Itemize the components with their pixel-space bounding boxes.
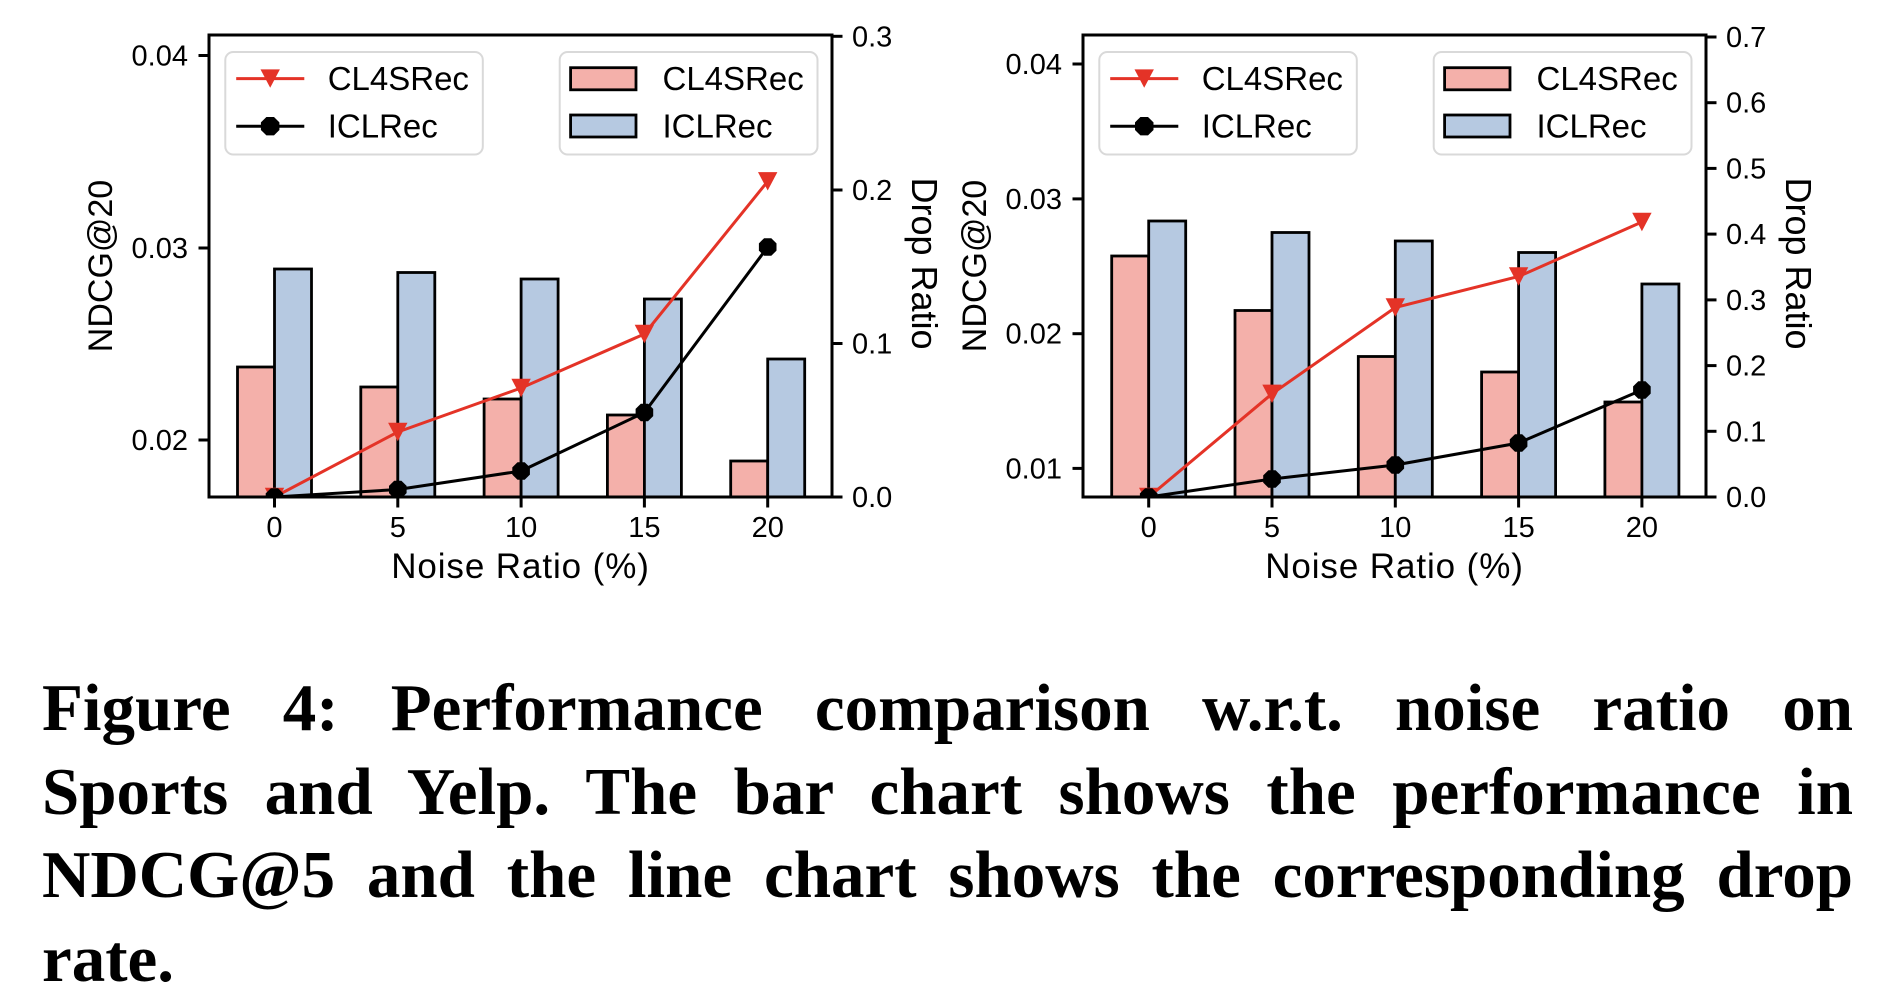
svg-text:20: 20 xyxy=(1626,512,1658,544)
svg-text:15: 15 xyxy=(628,512,660,544)
svg-text:Noise Ratio (%): Noise Ratio (%) xyxy=(1265,547,1524,586)
svg-text:0.03: 0.03 xyxy=(1006,184,1062,216)
svg-text:0.2: 0.2 xyxy=(852,175,892,207)
svg-text:0.02: 0.02 xyxy=(132,425,188,457)
svg-text:0.3: 0.3 xyxy=(852,21,892,53)
svg-text:0.3: 0.3 xyxy=(1726,285,1766,317)
svg-text:0.04: 0.04 xyxy=(1006,49,1062,81)
svg-text:0.1: 0.1 xyxy=(1726,416,1766,448)
svg-text:0.2: 0.2 xyxy=(1726,351,1766,383)
svg-text:0.03: 0.03 xyxy=(132,233,188,265)
svg-text:5: 5 xyxy=(1264,512,1280,544)
svg-text:0.4: 0.4 xyxy=(1726,219,1766,251)
svg-text:0.7: 0.7 xyxy=(1726,22,1766,54)
svg-text:15: 15 xyxy=(1502,512,1534,544)
svg-text:10: 10 xyxy=(1379,512,1411,544)
svg-text:ICLRec: ICLRec xyxy=(328,108,438,145)
svg-text:0: 0 xyxy=(1141,512,1157,544)
svg-text:CL4SRec: CL4SRec xyxy=(328,60,469,97)
svg-text:ICLRec: ICLRec xyxy=(1537,108,1647,145)
svg-text:NDCG@20: NDCG@20 xyxy=(82,180,120,352)
svg-text:CL4SRec: CL4SRec xyxy=(1537,60,1678,97)
svg-text:0.1: 0.1 xyxy=(852,329,892,361)
svg-text:ICLRec: ICLRec xyxy=(1202,108,1312,145)
svg-text:0.5: 0.5 xyxy=(1726,153,1766,185)
svg-text:0.0: 0.0 xyxy=(1726,482,1766,514)
svg-text:20: 20 xyxy=(752,512,784,544)
svg-text:Drop Ratio: Drop Ratio xyxy=(904,177,945,349)
svg-text:CL4SRec: CL4SRec xyxy=(663,60,804,97)
svg-text:0: 0 xyxy=(266,512,282,544)
svg-text:ICLRec: ICLRec xyxy=(663,108,773,145)
svg-text:10: 10 xyxy=(505,512,537,544)
svg-text:0.0: 0.0 xyxy=(852,482,892,514)
svg-text:0.6: 0.6 xyxy=(1726,88,1766,120)
svg-text:0.01: 0.01 xyxy=(1006,453,1062,485)
svg-text:5: 5 xyxy=(390,512,406,544)
svg-text:Noise Ratio (%): Noise Ratio (%) xyxy=(391,547,650,586)
svg-text:CL4SRec: CL4SRec xyxy=(1202,60,1343,97)
svg-text:Drop Ratio: Drop Ratio xyxy=(1778,177,1819,349)
svg-text:0.04: 0.04 xyxy=(132,41,188,73)
svg-text:NDCG@20: NDCG@20 xyxy=(956,180,994,352)
svg-text:0.02: 0.02 xyxy=(1006,319,1062,351)
